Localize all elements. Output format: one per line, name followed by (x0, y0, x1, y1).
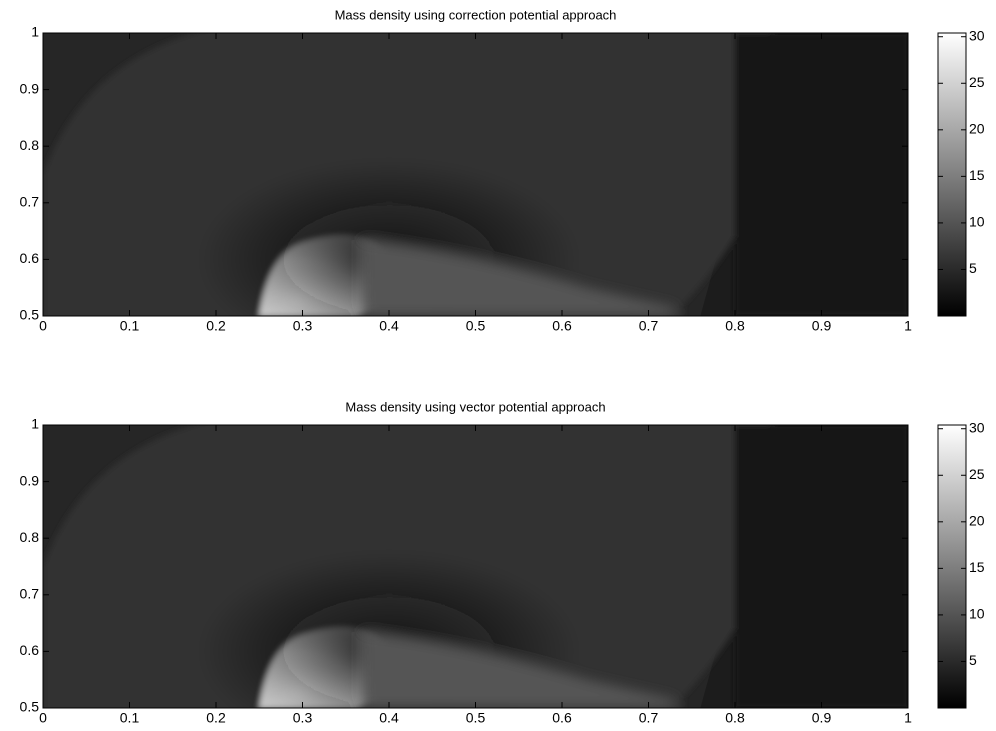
colorbar-tick-label: 10 (969, 214, 985, 230)
colorbar-tick-label: 25 (969, 466, 985, 482)
x-tick-label: 0.4 (379, 318, 399, 334)
colorbar (937, 32, 967, 317)
x-tick-label: 0.1 (120, 710, 140, 726)
x-tick-label: 0.7 (639, 318, 659, 334)
plume (363, 239, 675, 316)
chart-title: Mass density using vector potential appr… (345, 399, 605, 414)
colorbar-tick-label: 20 (969, 513, 985, 529)
colorbar-tick-label: 20 (969, 121, 985, 137)
chart-title: Mass density using correction potential … (335, 7, 617, 22)
heatmap-image (43, 425, 908, 708)
x-tick-label: 0.6 (552, 710, 572, 726)
y-tick-label: 0.7 (20, 194, 40, 210)
x-tick-label: 0.6 (552, 318, 572, 334)
x-tick-label: 0.2 (206, 710, 226, 726)
right-region (735, 425, 908, 708)
y-tick-label: 0.7 (20, 586, 40, 602)
y-tick-label: 0.8 (20, 137, 40, 153)
blob-soft (198, 160, 675, 316)
y-tick-label: 0.5 (20, 699, 40, 715)
x-tick-label: 0.1 (120, 318, 140, 334)
colorbar-tick-label: 30 (969, 419, 985, 435)
x-tick-label: 0.3 (293, 710, 313, 726)
x-tick-label: 0.8 (725, 318, 745, 334)
colorbar-tick-label: 30 (969, 27, 985, 43)
x-tick-label: 0 (39, 318, 47, 334)
colorbar-tick-label: 15 (969, 167, 985, 183)
colorbar-tick-label: 15 (969, 559, 985, 575)
colorbar-tick-label: 10 (969, 606, 985, 622)
y-tick-label: 0.9 (20, 472, 40, 488)
right-region (735, 33, 908, 316)
x-tick-label: 0.4 (379, 710, 399, 726)
x-tick-label: 0.9 (812, 710, 832, 726)
colorbar-tick-label: 5 (969, 260, 977, 276)
y-tick-label: 1 (31, 24, 39, 40)
y-tick-label: 0.6 (20, 250, 40, 266)
x-tick-label: 0 (39, 710, 47, 726)
x-tick-label: 1 (904, 710, 912, 726)
x-tick-label: 0.7 (639, 710, 659, 726)
colorbar-tick-label: 5 (969, 652, 977, 668)
x-tick-label: 0.5 (466, 318, 486, 334)
x-tick-label: 0.8 (725, 710, 745, 726)
plume (363, 631, 675, 708)
x-tick-label: 0.2 (206, 318, 226, 334)
x-tick-label: 0.3 (293, 318, 313, 334)
blob-soft (198, 552, 675, 708)
colorbar (937, 424, 967, 709)
x-tick-label: 0.9 (812, 318, 832, 334)
heatmap-image (43, 33, 908, 316)
y-tick-label: 0.6 (20, 642, 40, 658)
y-tick-label: 0.5 (20, 307, 40, 323)
y-tick-label: 0.9 (20, 80, 40, 96)
y-tick-label: 0.8 (20, 529, 40, 545)
y-tick-label: 1 (31, 416, 39, 432)
colorbar-tick-label: 25 (969, 74, 985, 90)
x-tick-label: 1 (904, 318, 912, 334)
x-tick-label: 0.5 (466, 710, 486, 726)
